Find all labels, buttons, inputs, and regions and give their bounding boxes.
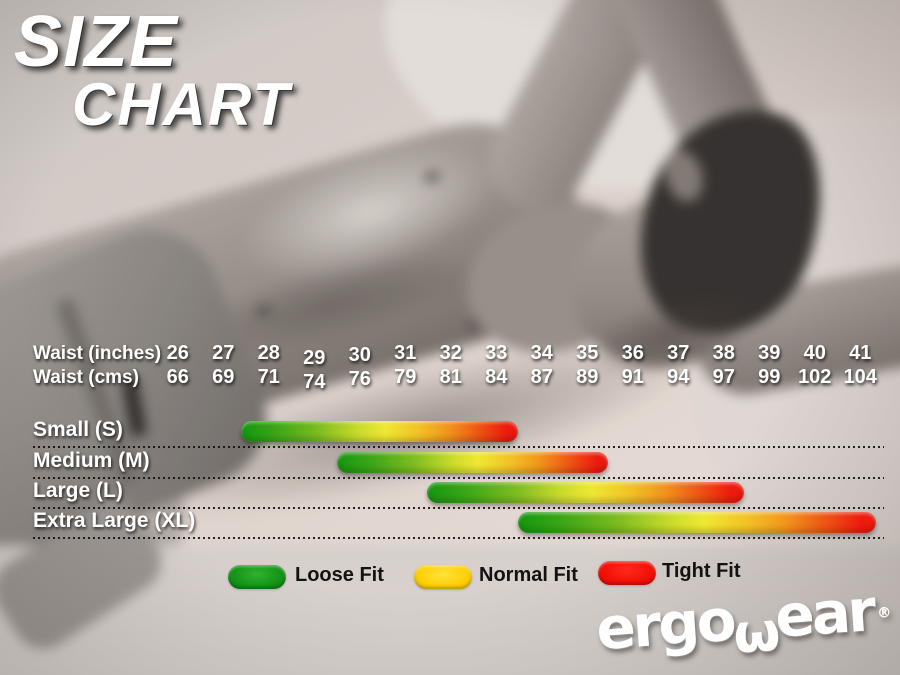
waist-cms-label: Waist (cms) <box>33 367 139 388</box>
waist-inches-value: 29 <box>303 347 326 369</box>
size-label: Large (L) <box>33 479 123 502</box>
legend-label: Tight Fit <box>662 560 741 582</box>
size-label: Small (S) <box>33 418 123 441</box>
waist-inches-value: 37 <box>667 342 690 364</box>
waist-cms-value: 99 <box>758 366 781 388</box>
size-range-bar <box>336 451 609 473</box>
row-dotted-separator <box>33 445 884 448</box>
waist-cms-value: 104 <box>843 366 877 388</box>
waist-inches-value: 30 <box>348 344 371 366</box>
waist-cms-value: 74 <box>303 371 326 393</box>
row-dotted-separator <box>33 506 884 509</box>
waist-inches-value: 38 <box>712 342 735 364</box>
waist-inches-value: 35 <box>576 342 599 364</box>
waist-cms-row: 66 69 71 74 76 79 81 84 87 89 91 94 97 99 102 104 <box>155 366 883 393</box>
tight-fit-swatch <box>598 561 656 585</box>
logo-text-suffix: ear <box>772 576 876 651</box>
waist-inches-value: 39 <box>758 342 781 364</box>
registered-trademark-icon: ® <box>876 604 892 622</box>
waist-cms-value: 84 <box>485 366 508 388</box>
size-range-bar <box>517 512 876 533</box>
normal-fit-swatch <box>414 565 472 589</box>
waist-inches-label: Waist (inches) <box>33 343 162 364</box>
waist-cms-value: 94 <box>667 366 690 388</box>
waist-cms-value: 97 <box>712 366 735 388</box>
waist-inches-value: 40 <box>803 342 826 364</box>
title-line-2: CHART <box>72 71 291 138</box>
waist-cms-value: 66 <box>166 366 189 388</box>
waist-cms-value: 91 <box>621 366 644 388</box>
legend-label: Normal Fit <box>479 564 578 586</box>
waist-inches-row: 26 27 28 29 30 31 32 33 34 35 36 37 38 39 40 41 <box>155 342 883 369</box>
waist-cms-value: 89 <box>576 366 599 388</box>
waist-inches-value: 33 <box>485 342 508 364</box>
logo-omega-glyph: ω <box>731 599 780 666</box>
size-range-bar <box>427 482 745 503</box>
size-range-bar <box>241 421 518 442</box>
logo-text-prefix: ergo <box>593 585 736 664</box>
waist-inches-value: 34 <box>530 342 553 364</box>
row-dotted-separator <box>33 475 884 479</box>
waist-cms-value: 69 <box>212 366 235 388</box>
title-line-1: SIZE <box>14 2 179 82</box>
waist-inches-value: 27 <box>212 342 235 364</box>
waist-inches-value: 41 <box>849 342 872 364</box>
waist-inches-value: 32 <box>439 342 462 364</box>
waist-cms-value: 81 <box>439 366 462 388</box>
size-label: Medium (M) <box>33 448 150 472</box>
size-label: Extra Large (XL) <box>33 509 196 532</box>
waist-inches-value: 36 <box>621 342 644 364</box>
waist-inches-value: 26 <box>166 342 189 364</box>
legend-label: Loose Fit <box>295 564 384 586</box>
waist-cms-value: 71 <box>257 366 280 388</box>
waist-cms-value: 79 <box>394 366 417 388</box>
loose-fit-swatch <box>228 565 286 589</box>
waist-cms-value: 76 <box>348 368 371 390</box>
waist-inches-value: 31 <box>394 342 417 364</box>
waist-inches-value: 28 <box>257 342 280 364</box>
waist-cms-value: 87 <box>530 366 553 388</box>
row-dotted-separator <box>33 536 884 539</box>
page-title: SIZE CHART <box>14 2 291 138</box>
waist-cms-value: 102 <box>798 366 832 388</box>
